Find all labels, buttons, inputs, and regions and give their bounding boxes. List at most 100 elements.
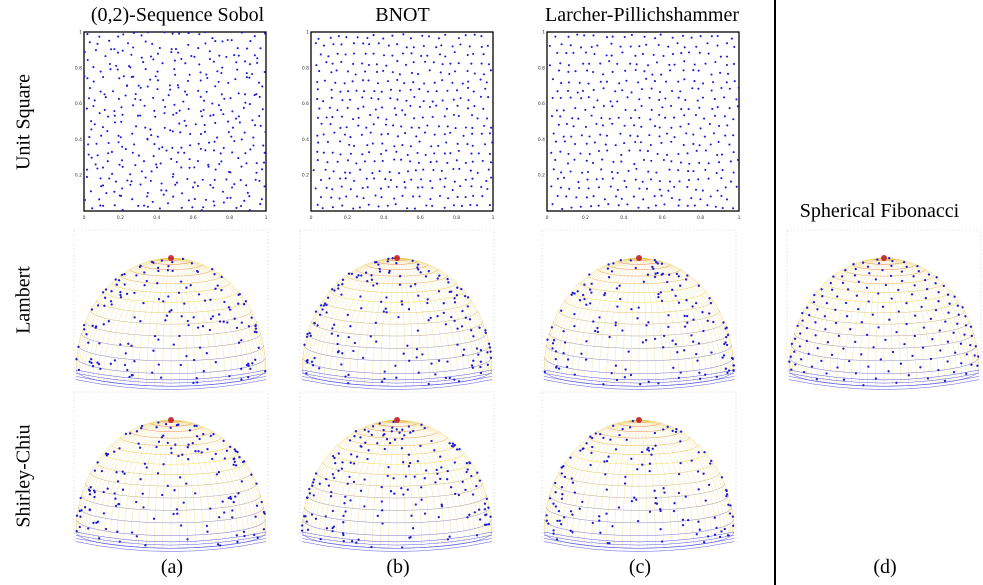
sample-point <box>643 35 646 38</box>
sample-point <box>202 108 205 111</box>
sample-point <box>439 71 442 74</box>
sample-point <box>251 362 254 365</box>
sample-point <box>409 160 412 163</box>
sample-point <box>588 288 592 291</box>
sample-point <box>184 62 187 65</box>
sample-point <box>866 265 870 268</box>
sample-point <box>181 257 185 261</box>
sample-point <box>470 114 474 117</box>
sample-point <box>417 371 420 374</box>
x-tick-label: 0 <box>310 215 313 221</box>
sample-point <box>395 262 398 265</box>
sample-point <box>169 88 172 91</box>
sample-point <box>697 178 700 181</box>
sample-point <box>560 82 563 85</box>
sample-point <box>713 533 717 536</box>
sample-point <box>242 530 246 534</box>
sample-point <box>130 344 133 347</box>
sample-point <box>481 159 484 162</box>
sample-point <box>708 312 711 315</box>
sample-point <box>559 115 562 118</box>
sample-point <box>417 294 420 297</box>
sample-point <box>455 448 459 451</box>
sample-point <box>884 338 887 342</box>
sample-point <box>644 339 648 342</box>
sample-point <box>127 342 130 345</box>
sample-point <box>212 113 215 117</box>
y-tick-label: 0.4 <box>538 137 545 143</box>
sample-point <box>247 362 250 365</box>
sample-point <box>133 291 136 295</box>
sample-point <box>616 305 619 308</box>
sample-point <box>126 84 129 87</box>
hemisphere-mesh <box>543 417 735 552</box>
sample-point <box>681 523 685 527</box>
sample-point <box>370 278 374 281</box>
sample-point <box>810 365 814 368</box>
sample-point <box>599 531 602 534</box>
sample-point <box>409 88 412 91</box>
sample-point <box>342 540 345 543</box>
sample-point <box>905 322 908 326</box>
sample-point <box>485 179 488 183</box>
sample-point <box>557 69 561 72</box>
sample-point <box>121 145 124 148</box>
sample-point <box>314 517 318 520</box>
sample-point <box>476 117 479 120</box>
sample-point <box>584 358 588 361</box>
sample-point <box>470 62 473 65</box>
sample-point <box>209 114 212 117</box>
sample-point <box>489 356 493 359</box>
sample-point <box>349 188 352 191</box>
sample-point <box>475 204 479 207</box>
pole-marker <box>636 255 642 261</box>
sample-point <box>325 61 328 64</box>
sample-point <box>560 171 563 174</box>
sample-point <box>440 169 443 172</box>
sample-point <box>660 73 663 76</box>
sample-point <box>398 431 401 434</box>
sample-point <box>702 541 706 544</box>
sample-point <box>391 71 394 74</box>
sample-point <box>475 347 479 350</box>
sample-point <box>326 296 330 299</box>
sample-point <box>371 425 375 428</box>
sample-point <box>179 280 183 283</box>
sample-point <box>110 150 114 153</box>
sample-point <box>223 511 226 514</box>
sample-point <box>189 144 192 147</box>
sample-point <box>185 354 188 358</box>
sample-point <box>573 373 576 376</box>
sample-point <box>614 321 617 324</box>
sample-point <box>311 364 315 367</box>
sample-point <box>235 326 239 330</box>
sample-point <box>195 424 198 428</box>
sample-point <box>662 487 665 490</box>
sample-point <box>199 133 203 136</box>
sample-point <box>543 370 546 374</box>
sample-point <box>551 203 554 206</box>
sample-point <box>196 159 200 163</box>
sample-point <box>458 167 461 170</box>
sample-point <box>479 371 483 375</box>
sample-point <box>554 158 557 161</box>
sample-point <box>376 70 379 74</box>
sample-point <box>106 452 110 456</box>
sample-point <box>649 178 653 181</box>
sample-point <box>879 358 882 361</box>
sample-point <box>701 311 704 314</box>
sample-point <box>597 149 601 153</box>
sample-point <box>634 140 637 144</box>
sample-point <box>318 313 322 316</box>
sample-point <box>832 275 835 278</box>
sample-point <box>157 269 160 273</box>
column-title-larcher-pillichshammer: Larcher-Pillichshammer <box>545 4 739 26</box>
sample-point <box>902 260 906 264</box>
sample-point <box>214 452 217 456</box>
sample-point <box>322 100 325 103</box>
sample-point <box>410 178 413 181</box>
sample-point <box>199 147 202 150</box>
sample-point <box>917 269 920 273</box>
sample-point <box>178 109 181 112</box>
sample-point <box>659 509 662 513</box>
